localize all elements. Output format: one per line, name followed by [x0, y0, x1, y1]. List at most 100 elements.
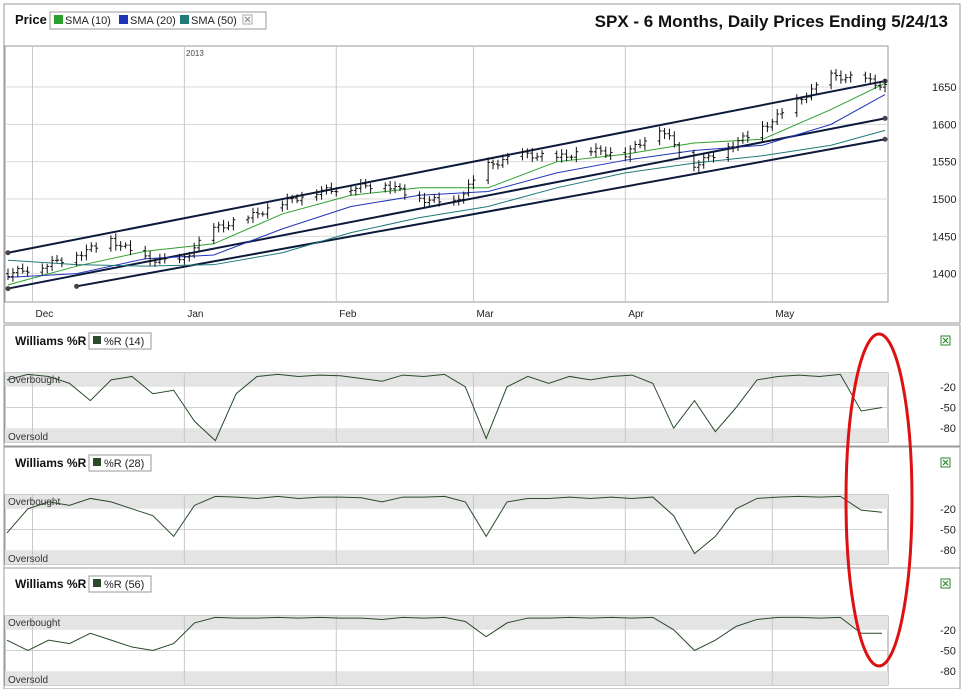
ohlc-bar [740, 132, 745, 144]
ohlc-bar [6, 268, 10, 280]
ohlc-bar [290, 194, 295, 204]
ohlc-bar [706, 153, 711, 161]
williams-r-legend-swatch [93, 336, 101, 344]
price-x-tick-label: Jan [187, 309, 203, 320]
ohlc-bar [456, 194, 461, 206]
expand-icon[interactable] [940, 457, 951, 468]
williams-r-tick-label: -80 [940, 545, 956, 557]
williams-r-tick-label: -50 [940, 646, 956, 658]
expand-icon-mark [942, 580, 949, 587]
ohlc-bar [226, 221, 231, 231]
ohlc-bar [804, 92, 809, 104]
ohlc-bar [701, 152, 706, 169]
ohlc-bar [182, 253, 187, 265]
ohlc-bar [162, 253, 167, 264]
ohlc-bar [672, 131, 677, 148]
williams-r-tick-label: -80 [940, 423, 956, 435]
price-legend-box [49, 11, 267, 30]
expand-icon[interactable] [940, 335, 951, 346]
ohlc-bar [20, 263, 25, 274]
ohlc-bar [368, 183, 373, 194]
williams-r-tick-label: -80 [940, 666, 956, 678]
ohlc-bar [603, 146, 608, 158]
ohlc-bar [569, 154, 574, 161]
williams-r-legend-swatch [93, 579, 101, 587]
ohlc-bar [623, 147, 628, 162]
ohlc-bar [780, 108, 785, 120]
ohlc-bar [495, 159, 500, 170]
price-x-tick-label: Apr [628, 309, 644, 320]
ohlc-bar [736, 136, 741, 151]
ohlc-bar [530, 147, 535, 163]
ohlc-bar [500, 154, 505, 168]
ohlc-bar [123, 242, 128, 249]
ohlc-bar [143, 245, 148, 260]
oversold-band [5, 550, 888, 564]
trendline-anchor [5, 250, 11, 256]
year-marker: 2013 [186, 49, 204, 58]
ohlc-bar [574, 146, 579, 163]
ohlc-bar [84, 244, 89, 261]
price-x-tick-label: Dec [35, 309, 53, 320]
ohlc-bar [878, 82, 883, 91]
williams-r-legend-label: %R (14) [104, 336, 144, 348]
oversold-label: Oversold [8, 432, 48, 443]
ohlc-bar [177, 253, 182, 264]
ohlc-bar [348, 185, 353, 196]
sma10-swatch [54, 15, 63, 24]
trendline-anchor [882, 115, 888, 121]
ohlc-bar [628, 145, 633, 163]
ohlc-bar [525, 148, 530, 159]
williams-r-legend-box [88, 332, 152, 350]
ohlc-bar [299, 191, 304, 206]
ohlc-bar [667, 128, 672, 140]
ohlc-bar [113, 233, 118, 251]
close-icon[interactable] [242, 14, 253, 25]
overbought-label: Overbought [8, 618, 60, 629]
ohlc-bar [128, 240, 133, 256]
ohlc-bar [417, 191, 422, 203]
ohlc-bar [231, 217, 236, 231]
oversold-band [5, 428, 888, 442]
price-y-axis: 1400 1450 1500 1550 1600 1650 [932, 82, 956, 281]
ohlc-bar [794, 94, 799, 118]
sma-line [7, 94, 886, 278]
ohlc-bar [25, 266, 30, 277]
ohlc-bar [94, 242, 99, 253]
ohlc-bar [363, 178, 368, 189]
expand-icon-mark [942, 337, 949, 344]
ohlc-bar [250, 207, 255, 224]
expand-icon-mark [942, 459, 949, 466]
williams-r-line [6, 616, 882, 652]
williams-r-legend-label: %R (56) [104, 579, 144, 591]
price-y-tick-label: 1500 [932, 194, 956, 206]
ohlc-bar [564, 149, 569, 162]
trendline-anchor [74, 283, 80, 289]
overbought-band [5, 373, 888, 387]
price-panel-label: Price [15, 12, 47, 27]
ohlc-bar [353, 186, 358, 196]
ohlc-bar [838, 70, 843, 84]
williams-r-legend-box [88, 575, 152, 593]
ohlc-bar [505, 153, 510, 165]
ohlc-bar [765, 121, 770, 133]
oversold-label: Oversold [8, 675, 48, 686]
ohlc-bar [329, 182, 334, 195]
oversold-label: Oversold [8, 554, 48, 565]
williams-r-title: Williams %R [15, 334, 87, 348]
ohlc-bar [760, 121, 765, 142]
ohlc-bar [324, 184, 329, 195]
ohlc-bar [593, 143, 598, 158]
trendline-anchor [5, 286, 11, 292]
ohlc-bar [216, 221, 221, 233]
ohlc-bar [10, 268, 15, 282]
ohlc-bar [187, 251, 192, 262]
expand-icon[interactable] [940, 578, 951, 589]
ohlc-bar [486, 157, 491, 185]
williams-r-line [6, 373, 883, 442]
annotation-ellipse [844, 332, 914, 668]
williams-r-tick-label: -20 [940, 625, 956, 637]
williams-r-title: Williams %R [15, 456, 87, 470]
ohlc-bar [148, 250, 153, 266]
